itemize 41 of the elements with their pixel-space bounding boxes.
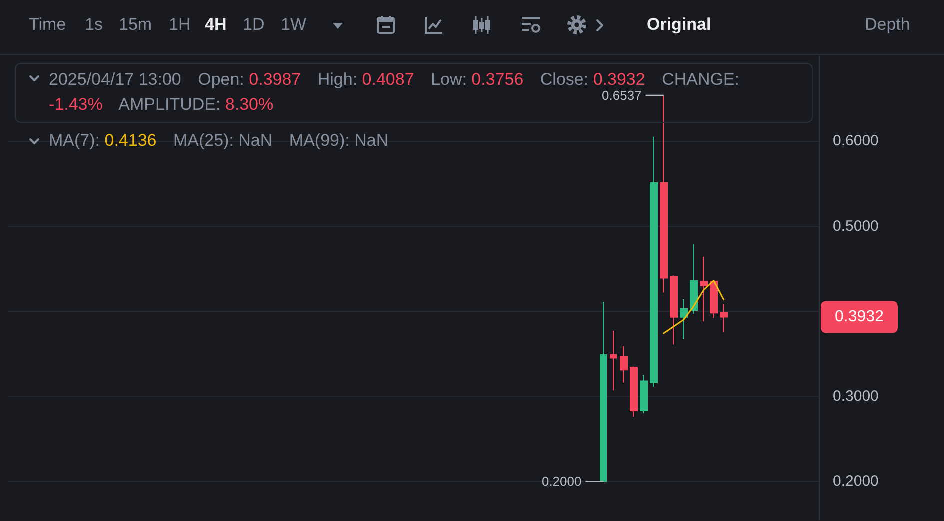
candlestick: [670, 275, 678, 346]
y-tick-label: 0.3000: [833, 388, 879, 406]
text: 1D: [243, 14, 265, 36]
annotation: MA(25): NaN: [173, 131, 273, 150]
text: 1s: [85, 14, 103, 36]
candlestick: [680, 298, 688, 340]
text: Original: [647, 14, 712, 36]
annotation: MA(7): 0.4136: [49, 131, 157, 150]
candlestick: [600, 302, 607, 482]
text: Depth: [865, 14, 910, 36]
line-series: [663, 280, 725, 334]
annotation: Open: 0.3987: [198, 70, 302, 89]
text: 15m: [119, 14, 152, 36]
annotation: CHANGE:: [662, 70, 740, 89]
candlestick: [610, 330, 617, 392]
candlestick: [650, 136, 658, 388]
annotation: MA(99): NaN: [289, 131, 389, 150]
candlestick: [690, 244, 698, 314]
annotation: Low: 0.3756: [431, 70, 524, 89]
candlestick: [660, 94, 668, 294]
annotation: 0.6537: [602, 88, 642, 103]
text: 0.3932: [835, 308, 884, 326]
text: 4H: [205, 14, 227, 36]
y-tick-label: 0.6000: [833, 132, 879, 150]
candlestick: [710, 281, 718, 319]
annotation: High: 0.4087: [318, 70, 414, 89]
annotation: 0.2000: [542, 474, 582, 490]
text: Time: [29, 14, 66, 36]
annotation: 2025/04/17 13:00: [49, 70, 182, 89]
candlestick: [720, 304, 728, 333]
candlestick: [620, 346, 628, 384]
candlestick: [630, 366, 638, 418]
text: 1W: [281, 14, 306, 36]
annotation: Close: 0.3932: [540, 70, 646, 89]
y-tick-label: 0.5000: [833, 218, 879, 235]
annotation: -1.43%: [49, 95, 103, 114]
candlestick: [700, 256, 708, 322]
annotation: AMPLITUDE: 8.30%: [118, 95, 274, 114]
text: 1H: [169, 14, 191, 36]
candlestick: [640, 374, 648, 414]
y-tick-label: 0.2000: [833, 473, 879, 490]
